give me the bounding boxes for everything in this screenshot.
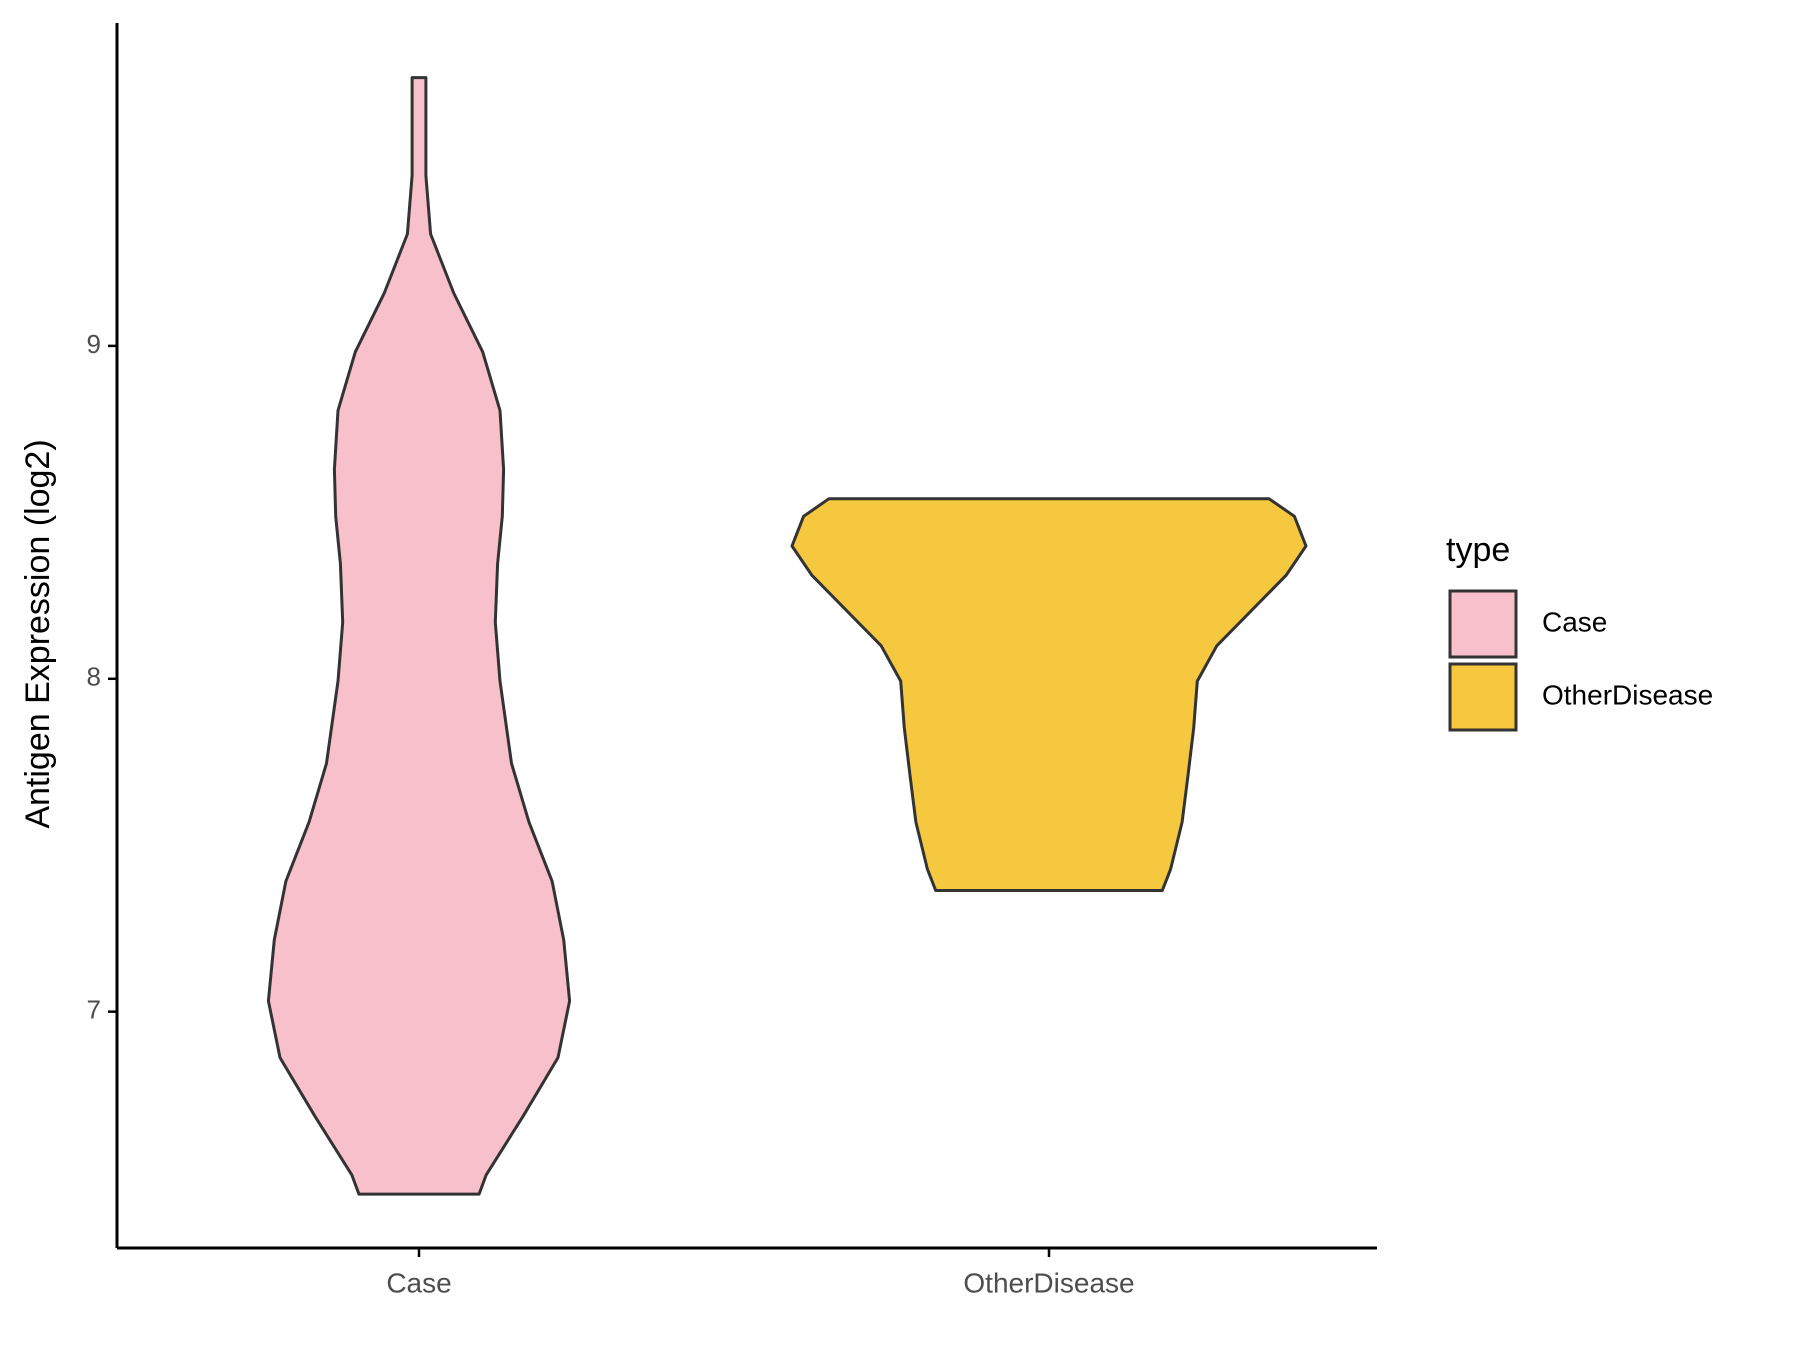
x-tick-label: OtherDisease [963, 1267, 1134, 1298]
y-tick-label: 8 [87, 662, 101, 692]
violin [266, 76, 572, 1196]
legend-label: OtherDisease [1542, 679, 1713, 710]
legend-label: Case [1542, 606, 1607, 637]
y-tick-label: 9 [87, 329, 101, 359]
x-tick-label: Case [386, 1267, 451, 1298]
y-tick-label: 7 [87, 995, 101, 1025]
legend-key [1448, 589, 1518, 659]
legend-title: type [1446, 531, 1510, 569]
violin [790, 497, 1308, 892]
legend-key [1448, 662, 1518, 732]
y-axis-title: Antigen Expression (log2) [19, 439, 57, 828]
